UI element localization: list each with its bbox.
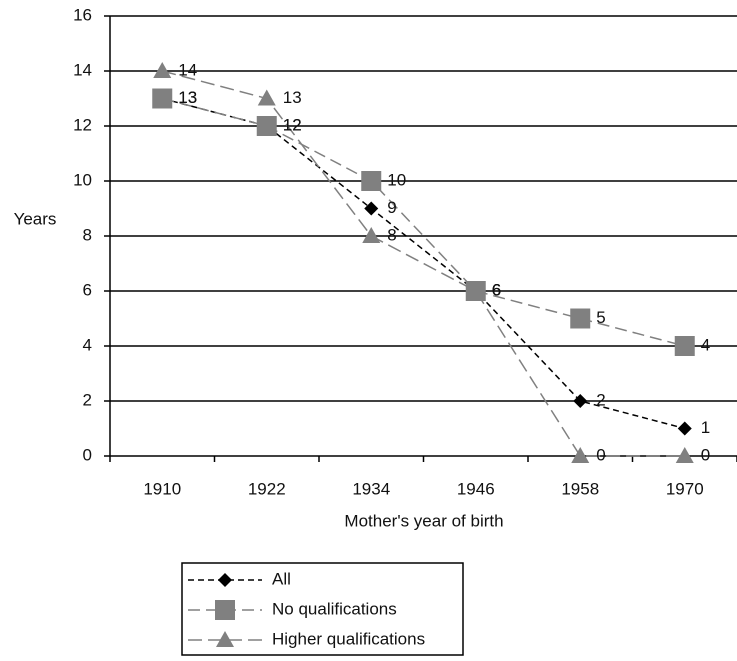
marker <box>466 282 485 298</box>
y-axis-label: Years <box>14 209 57 228</box>
data-label: 10 <box>387 170 406 189</box>
legend-label: No qualifications <box>272 599 397 618</box>
marker <box>571 447 590 463</box>
data-label: 6 <box>492 280 501 299</box>
legend-label: All <box>272 569 291 588</box>
data-label: 6 <box>492 280 501 299</box>
marker <box>361 171 382 191</box>
marker <box>215 600 235 620</box>
y-tick-label: 4 <box>83 335 92 354</box>
y-tick-label: 16 <box>73 5 92 24</box>
marker <box>570 308 591 329</box>
x-axis-label: Mother's year of birth <box>344 511 503 530</box>
series-line <box>162 97 685 430</box>
y-tick-label: 6 <box>83 280 92 299</box>
data-label: 6 <box>492 280 501 299</box>
data-label: 13 <box>178 88 197 107</box>
marker <box>152 88 173 109</box>
y-tick-label: 14 <box>73 60 92 79</box>
x-tick-label: 1958 <box>561 479 599 498</box>
y-tick-label: 0 <box>83 445 92 464</box>
data-label: 14 <box>178 60 197 79</box>
data-label: 4 <box>701 335 710 354</box>
marker <box>362 227 381 243</box>
series-line <box>162 70 685 457</box>
x-tick-label: 1910 <box>143 479 181 498</box>
data-label: 12 <box>283 115 302 134</box>
marker <box>674 336 695 356</box>
marker <box>153 62 172 78</box>
data-label: 13 <box>283 88 302 107</box>
y-tick-label: 2 <box>83 390 92 409</box>
series-line <box>162 97 685 347</box>
data-label: 1 <box>701 418 710 437</box>
data-label: 2 <box>596 390 605 409</box>
marker <box>573 394 588 408</box>
x-tick-label: 1922 <box>248 479 286 498</box>
data-label: 12 <box>283 115 302 134</box>
data-label: 8 <box>387 225 396 244</box>
data-label: 0 <box>701 445 710 464</box>
marker <box>675 447 694 463</box>
marker <box>677 421 692 436</box>
data-label: 0 <box>596 445 605 464</box>
y-tick-label: 12 <box>73 115 92 134</box>
marker <box>218 573 232 587</box>
marker <box>364 201 379 216</box>
x-tick-label: 1970 <box>666 479 704 498</box>
x-tick-label: 1934 <box>352 479 390 498</box>
x-tick-label: 1946 <box>457 479 495 498</box>
data-label: 9 <box>387 198 396 217</box>
data-label: 13 <box>178 88 197 107</box>
y-tick-label: 10 <box>73 170 92 189</box>
marker <box>256 116 277 136</box>
data-label: 5 <box>596 308 605 327</box>
marker <box>257 89 276 106</box>
marker <box>216 631 234 647</box>
y-tick-label: 8 <box>83 225 92 244</box>
legend-label: Higher qualifications <box>272 629 425 648</box>
